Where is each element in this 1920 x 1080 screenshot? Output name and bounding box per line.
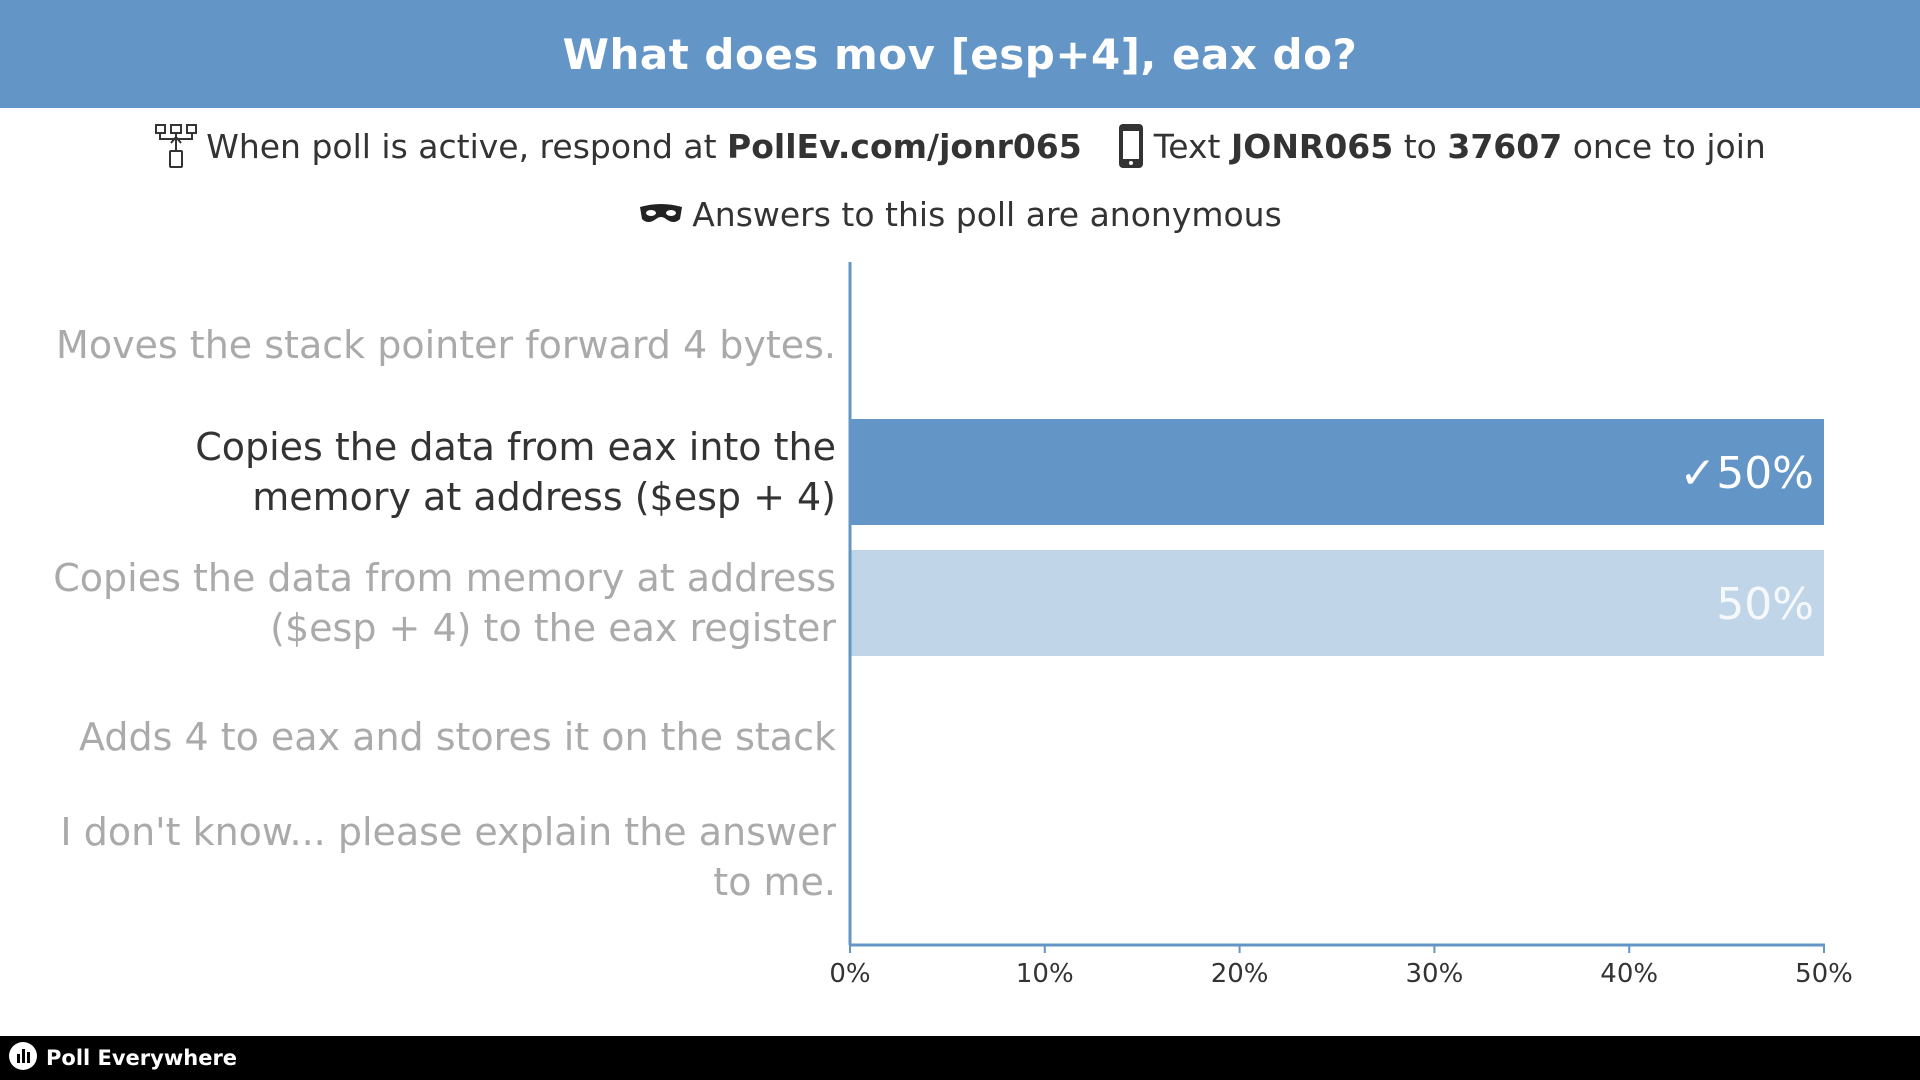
category-label: Copies the data from eax into the memory … <box>195 425 836 519</box>
bar <box>850 550 1824 656</box>
x-tick-label: 20% <box>1211 959 1269 989</box>
title-bar: What does mov [esp+4], eax do? <box>0 0 1920 108</box>
footer-bar: Poll Everywhere <box>0 1036 1920 1080</box>
poll-everywhere-logo-icon <box>8 1041 38 1075</box>
text-prefix: Text <box>1153 126 1221 166</box>
category-label: Copies the data from memory at address ($… <box>53 556 836 650</box>
category-label: I don't know... please explain the answe… <box>60 810 836 904</box>
respond-prefix: When poll is active, respond at <box>206 126 717 166</box>
x-tick-label: 50% <box>1795 959 1853 989</box>
mask-icon <box>638 201 684 227</box>
value-label: ✓50% <box>1679 448 1814 499</box>
category-label: Moves the stack pointer forward 4 bytes. <box>56 323 836 367</box>
poll-url: PollEv.com/jonr065 <box>727 126 1082 166</box>
results-chart: Moves the stack pointer forward 4 bytes.… <box>53 262 1853 989</box>
network-icon <box>154 123 198 169</box>
poll-title: What does mov [esp+4], eax do? <box>562 29 1358 79</box>
x-tick-label: 0% <box>829 959 870 989</box>
brand-name: Poll Everywhere <box>46 1046 238 1070</box>
text-code: JONR065 <box>1230 126 1394 166</box>
text-to: to <box>1403 126 1437 166</box>
anonymous-notice: Answers to this poll are anonymous <box>0 186 1920 242</box>
bar <box>850 419 1824 525</box>
anonymous-text: Answers to this poll are anonymous <box>692 194 1282 234</box>
x-tick-label: 10% <box>1016 959 1074 989</box>
phone-icon <box>1116 122 1146 170</box>
text-suffix: once to join <box>1572 126 1766 166</box>
join-instructions: When poll is active, respond at PollEv.c… <box>0 118 1920 174</box>
value-label: 50% <box>1716 579 1814 630</box>
category-label: Adds 4 to eax and stores it on the stack <box>79 715 836 759</box>
x-tick-label: 40% <box>1600 959 1658 989</box>
x-tick-label: 30% <box>1406 959 1464 989</box>
text-number: 37607 <box>1447 126 1563 166</box>
